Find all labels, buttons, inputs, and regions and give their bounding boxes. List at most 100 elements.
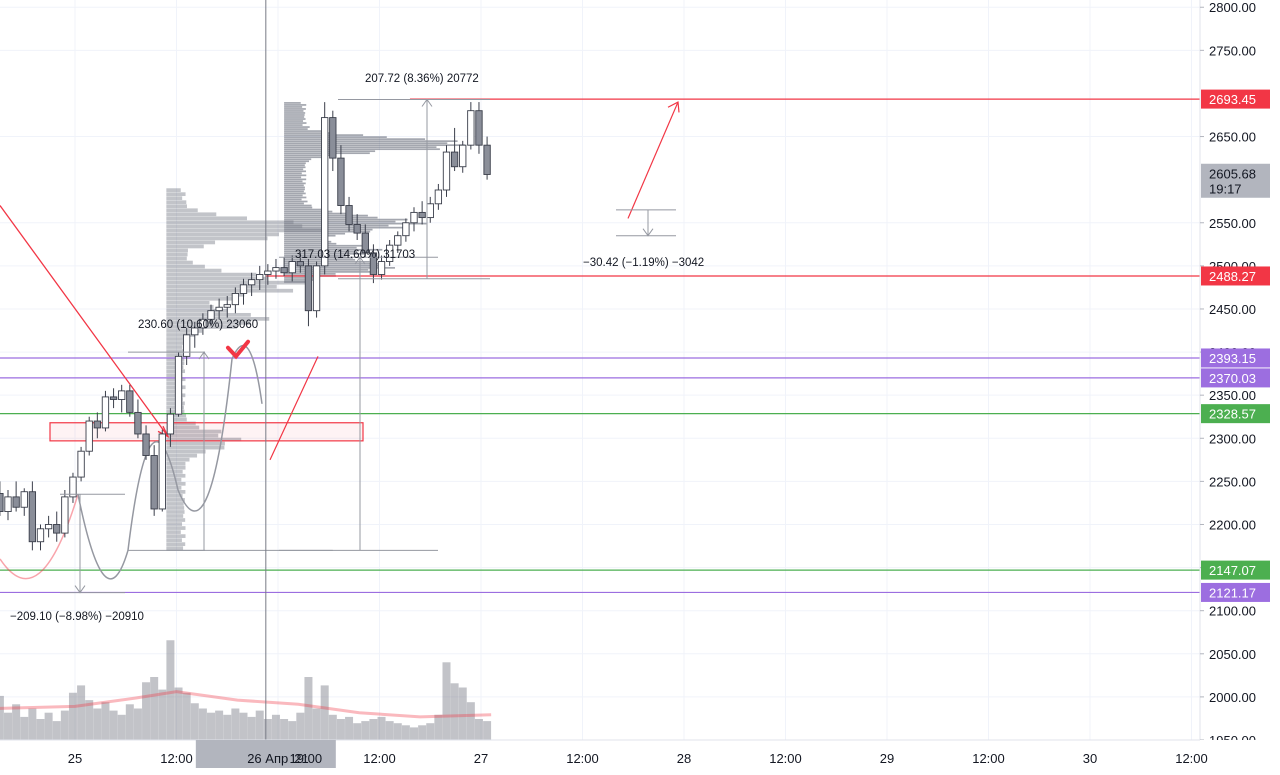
candle-body <box>410 211 418 224</box>
volume-profile-bar <box>284 110 304 112</box>
volume-profile-bar <box>284 224 389 227</box>
candle-body <box>223 304 231 308</box>
volume-profile-bar <box>284 108 306 110</box>
candle-body <box>174 355 183 415</box>
candle-body <box>118 390 126 400</box>
volume-profile-bar <box>284 180 303 183</box>
volume-bar <box>377 716 386 740</box>
volume-profile-bar <box>166 465 186 470</box>
volume-profile-bar <box>284 198 302 201</box>
volume-profile-bar <box>166 196 183 201</box>
price-tick-label: 2650.00 <box>1209 130 1256 145</box>
candle <box>36 524 45 551</box>
measurement-tool[interactable]: 230.60 (10.60%) 23060 <box>128 319 258 551</box>
candle-body <box>459 144 467 168</box>
measurement-tool[interactable]: −209.10 (−8.98%) −20910 <box>10 493 144 623</box>
price-tag[interactable]: 2488.27 <box>1201 266 1270 286</box>
volume-profile-bar <box>166 341 186 345</box>
volume-profile-bar <box>284 170 307 173</box>
volume-profile-bar <box>284 250 358 253</box>
candle <box>158 429 166 512</box>
volume-profile-bar <box>284 281 307 283</box>
candle <box>174 352 183 417</box>
candle-body <box>418 211 426 219</box>
volume-profile-bar <box>284 104 307 106</box>
volume-bar <box>109 710 118 740</box>
time-tick-label: 29 <box>880 751 894 766</box>
volume-profile-bar <box>284 178 307 181</box>
candle-body <box>426 203 434 219</box>
volume-profile-bar <box>284 142 448 145</box>
price-tag[interactable]: 2393.15 <box>1201 348 1270 368</box>
price-tick-label: 2100.00 <box>1209 604 1256 619</box>
candle <box>134 399 142 439</box>
price-tag-label: 2370.03 <box>1209 371 1256 386</box>
measure-arrow-head <box>421 98 433 107</box>
volume-profile-bar <box>166 349 186 353</box>
time-tick-label: 12:00 <box>566 751 599 766</box>
volume-profile-bar <box>166 317 270 321</box>
volume-profile-bar <box>166 288 294 293</box>
volume-profile-bar <box>166 192 186 197</box>
volume-profile-bar <box>166 188 181 192</box>
volume-profile-bar <box>284 256 353 259</box>
volume-profile-bar <box>166 417 187 422</box>
candle <box>272 258 280 279</box>
candle <box>467 102 475 150</box>
price-tag-bg <box>1201 266 1270 286</box>
candle <box>426 196 434 223</box>
volume-profile-bar <box>284 267 395 269</box>
price-tag[interactable]: 2147.07 <box>1201 560 1270 580</box>
candle <box>329 110 337 172</box>
measure-arrow-head <box>642 228 654 237</box>
volume-bar <box>190 703 199 740</box>
volume-profile-bar <box>166 506 185 510</box>
price-tag[interactable]: 2121.17 <box>1201 582 1270 602</box>
volume-bar <box>328 714 337 740</box>
candle-body <box>12 496 20 508</box>
time-tick-label: 25 <box>68 751 82 766</box>
candle <box>69 472 77 503</box>
volume-profile-bar <box>166 522 183 526</box>
price-tag-bg <box>1201 404 1270 424</box>
volume-bar <box>410 727 419 740</box>
volume-bar <box>247 716 256 740</box>
price-tag[interactable]: 2693.45 <box>1201 89 1270 109</box>
price-tag[interactable]: 2370.03 <box>1201 368 1270 388</box>
volume-profile-bar <box>166 494 183 498</box>
volume-profile-bar <box>284 236 326 239</box>
measurement-tool[interactable]: 207.72 (8.36%) 20772 <box>338 73 490 280</box>
candle <box>296 252 304 273</box>
candle <box>53 511 61 542</box>
trend-arrow-line[interactable] <box>627 101 679 219</box>
price-tag-bg <box>1201 163 1270 198</box>
candle <box>101 390 110 432</box>
volume-profile-bar <box>284 279 315 281</box>
volume-bar <box>231 708 240 740</box>
volume-profile-bar <box>284 246 357 249</box>
volume-profile-bar <box>284 188 305 191</box>
price-tag[interactable]: 2328.57 <box>1201 404 1270 424</box>
candle-body <box>61 496 69 534</box>
volume-bar <box>150 677 159 740</box>
price-tick-label: 2050.00 <box>1209 647 1256 662</box>
price-tag-bg <box>1201 582 1270 602</box>
volume-bar <box>271 714 280 740</box>
candle <box>44 515 53 538</box>
measure-label: 317.03 (14.60%) 31703 <box>295 249 415 261</box>
volume-bar <box>36 719 45 740</box>
volume-profile-bar <box>284 144 465 147</box>
candle <box>410 207 418 232</box>
volume-profile-bar <box>166 224 303 229</box>
measure-arrow-head <box>74 585 86 594</box>
volume-profile-bar <box>166 453 198 458</box>
volume-profile-bar <box>284 248 383 251</box>
trend-arrow-line[interactable] <box>0 205 169 437</box>
measurement-tool[interactable]: 317.03 (14.60%) 31703 <box>279 249 438 551</box>
measurement-tool[interactable]: −30.42 (−1.19%) −3042 <box>583 209 704 269</box>
trend-arrow-line[interactable] <box>269 356 319 461</box>
volume-bar <box>68 692 77 740</box>
